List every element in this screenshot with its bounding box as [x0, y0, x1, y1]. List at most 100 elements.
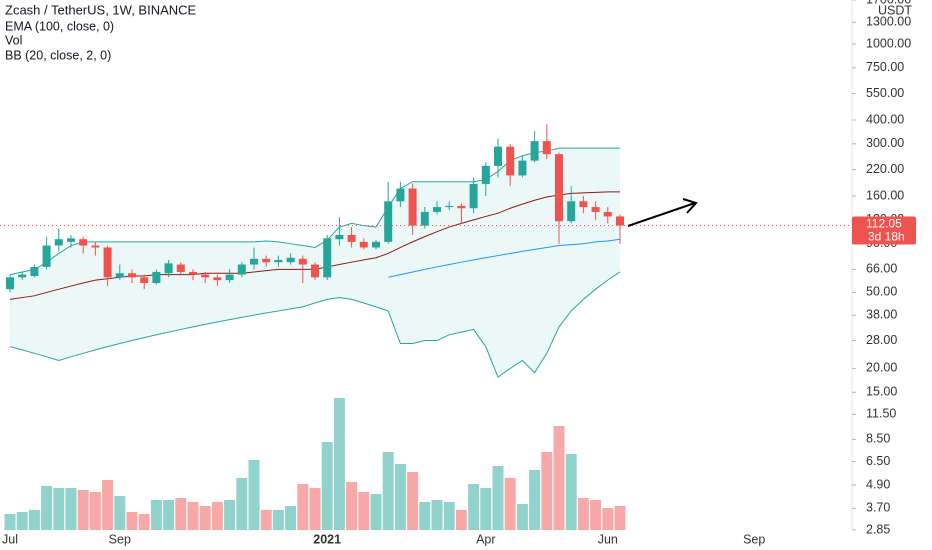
y-tick-label: 2.85 — [866, 522, 890, 536]
volume-bar — [224, 500, 236, 530]
candle-body — [530, 141, 539, 161]
x-tick-label: Jul — [2, 532, 18, 546]
candle-body — [128, 273, 136, 278]
volume-bar — [150, 500, 162, 530]
y-tick-label: 1000.00 — [866, 36, 911, 50]
volume-bar — [65, 488, 77, 530]
volume-bar — [382, 452, 394, 530]
y-tick-label: 750.00 — [866, 60, 904, 74]
candle-body — [42, 245, 51, 267]
volume-bar — [504, 478, 516, 530]
volume-bar — [577, 498, 589, 530]
candle-body — [347, 234, 356, 242]
candle-body — [103, 247, 112, 278]
candle-body — [579, 201, 588, 208]
candle-body — [30, 266, 39, 276]
candle-body — [298, 258, 307, 265]
y-tick-label: 28.00 — [866, 333, 897, 347]
volume-bar — [77, 490, 89, 530]
volume-bar — [309, 488, 321, 530]
plot-area — [0, 124, 852, 530]
volume-bar — [89, 492, 101, 530]
volume-bar — [211, 502, 223, 530]
legend-item: EMA (100, close, 0) — [5, 19, 114, 33]
ema-line — [388, 238, 621, 278]
volume-bar — [370, 494, 382, 530]
volume-bar — [28, 510, 40, 530]
volume-bar — [455, 510, 467, 530]
candle-body — [616, 216, 624, 226]
candle-body — [67, 238, 75, 242]
volume-bar — [553, 426, 565, 530]
candle-body — [591, 207, 600, 212]
legend-item: Vol — [5, 33, 22, 47]
volume-bar — [492, 466, 504, 530]
y-tick-label: 160.00 — [866, 188, 904, 202]
candle-body — [506, 146, 515, 176]
price-tag-value: 112.05 — [866, 217, 902, 231]
volume-bar — [126, 512, 138, 530]
volume-bar — [419, 502, 431, 530]
candle-body — [445, 205, 454, 208]
y-tick-label: 11.50 — [866, 407, 896, 421]
candle-body — [237, 264, 246, 275]
candle-body — [335, 234, 344, 240]
candle-body — [225, 274, 234, 281]
candle-body — [201, 274, 210, 278]
volume-bar — [138, 514, 150, 530]
volume-bar — [590, 500, 602, 530]
legend-item: BB (20, close, 2, 0) — [5, 48, 111, 62]
volume-bar — [346, 482, 358, 530]
chart-title: Zcash / TetherUS, 1W, BINANCE — [5, 2, 197, 17]
x-tick-label: Apr — [476, 532, 495, 546]
volume-bar — [199, 506, 211, 530]
candle-body — [79, 239, 88, 246]
candle-body — [6, 277, 14, 290]
candle-body — [408, 188, 417, 226]
candle-body — [164, 263, 173, 274]
x-tick-label: Jun — [598, 532, 618, 546]
candle-body — [433, 207, 441, 212]
volume-bar — [163, 500, 175, 530]
candle-body — [286, 257, 295, 263]
volume-bar — [41, 486, 53, 530]
volume-bar — [565, 454, 577, 530]
candle-body — [384, 201, 393, 242]
x-tick-label: 2021 — [313, 532, 341, 546]
y-tick-label: 220.00 — [866, 162, 904, 176]
volume-bar — [16, 512, 28, 530]
y-tick-label: 1700.00 — [866, 0, 911, 6]
bb-lower — [9, 271, 621, 378]
volume-bar — [187, 502, 199, 530]
candle-body — [140, 277, 149, 284]
candle-body — [555, 154, 563, 222]
x-tick-label: Sep — [743, 532, 765, 546]
candle-body — [176, 264, 185, 272]
candle-body — [250, 258, 258, 265]
volume-bar — [529, 470, 541, 530]
candle-body — [323, 238, 332, 278]
annotation-arrow — [627, 202, 696, 227]
x-tick-label: Sep — [109, 532, 131, 546]
candle-body — [18, 274, 27, 278]
volume-bar — [602, 508, 614, 530]
candle-body — [152, 271, 161, 284]
volume-bar — [394, 464, 406, 530]
candle-body — [54, 239, 63, 246]
candle-body — [481, 165, 490, 184]
volume-bar — [431, 500, 443, 530]
volume-bar — [285, 506, 297, 530]
price-tag — [852, 216, 916, 245]
volume-bar — [321, 442, 333, 530]
y-tick-label: 8.50 — [866, 432, 890, 446]
volume-bar — [272, 510, 284, 530]
candle-body — [457, 205, 466, 209]
volume-bar — [516, 504, 528, 530]
candle-body — [189, 271, 197, 275]
volume-bar — [407, 472, 419, 530]
volume-bar — [260, 510, 272, 530]
candle-body — [603, 211, 612, 217]
y-tick-label: 550.00 — [866, 86, 904, 100]
volume-bar — [614, 506, 626, 530]
